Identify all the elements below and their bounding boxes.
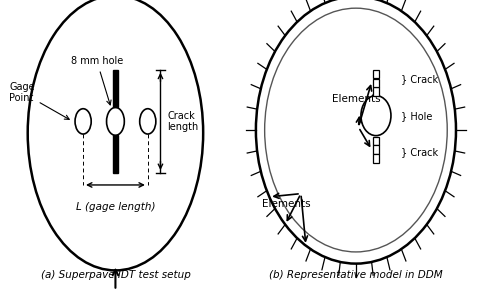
Text: } Crack: } Crack	[400, 147, 437, 157]
Bar	[372, 136, 378, 144]
Text: Elements: Elements	[331, 94, 380, 104]
Text: } Hole: } Hole	[400, 111, 432, 121]
Bar	[372, 145, 378, 153]
Bar	[372, 88, 378, 96]
Text: 8 mm hole: 8 mm hole	[71, 56, 123, 105]
Bar	[372, 79, 378, 87]
Text: (b) Representative model in DDM: (b) Representative model in DDM	[268, 270, 442, 280]
Text: (a) Superpave IDT test setup: (a) Superpave IDT test setup	[40, 270, 190, 280]
Bar	[113, 70, 117, 108]
Bar	[372, 154, 378, 162]
Text: } Crack: } Crack	[400, 74, 437, 84]
Bar	[372, 70, 378, 78]
Text: Gage
Point: Gage Point	[9, 82, 69, 119]
Text: L (gage length): L (gage length)	[75, 202, 155, 212]
Text: Crack
length: Crack length	[167, 111, 198, 132]
Bar	[113, 135, 117, 173]
Ellipse shape	[360, 96, 390, 136]
Text: Elements: Elements	[261, 199, 310, 210]
